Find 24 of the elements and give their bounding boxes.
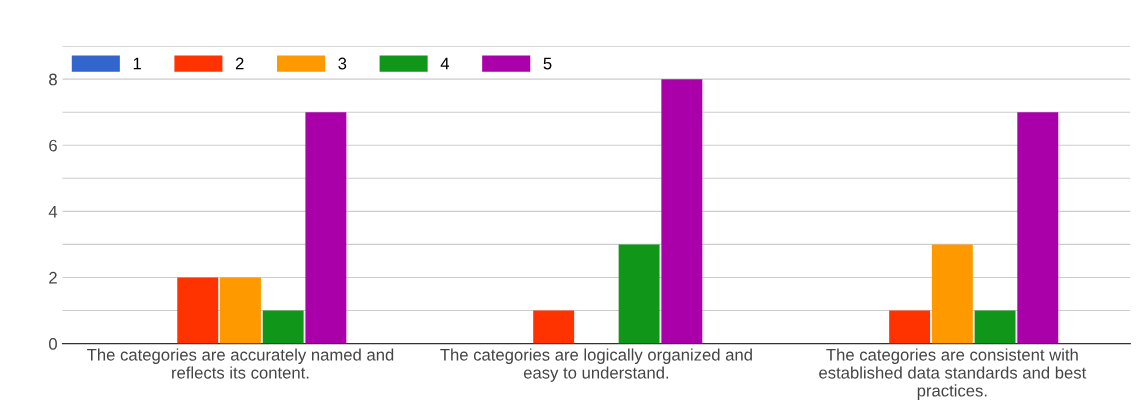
bar — [974, 310, 1016, 344]
legend-label: 1 — [133, 57, 141, 70]
legend-label: 5 — [543, 57, 552, 70]
bar — [305, 112, 347, 344]
bar — [262, 310, 304, 344]
bar — [177, 277, 219, 344]
legend-label: 4 — [440, 57, 450, 70]
y-tick-label: 6 — [49, 139, 57, 152]
y-tick-label: 8 — [49, 73, 57, 86]
x-tick-label: The categories are accurately named and reflects its content. — [87, 348, 394, 379]
bar — [1017, 112, 1059, 344]
bar — [931, 244, 973, 344]
bar — [618, 244, 660, 344]
y-tick-label: 4 — [48, 205, 58, 218]
bar — [533, 310, 575, 344]
y-tick-label: 2 — [49, 271, 57, 284]
x-tick-label: The categories are logically organized and easy to understand. — [440, 348, 752, 382]
bar — [889, 310, 931, 344]
legend-label: 3 — [338, 57, 347, 70]
bar — [219, 277, 261, 344]
y-tick-label: 0 — [49, 337, 57, 350]
x-tick-label: The categories are consistent with established data standards and best practices. — [819, 348, 1087, 400]
bar — [661, 79, 703, 344]
legend-label: 2 — [235, 57, 244, 70]
